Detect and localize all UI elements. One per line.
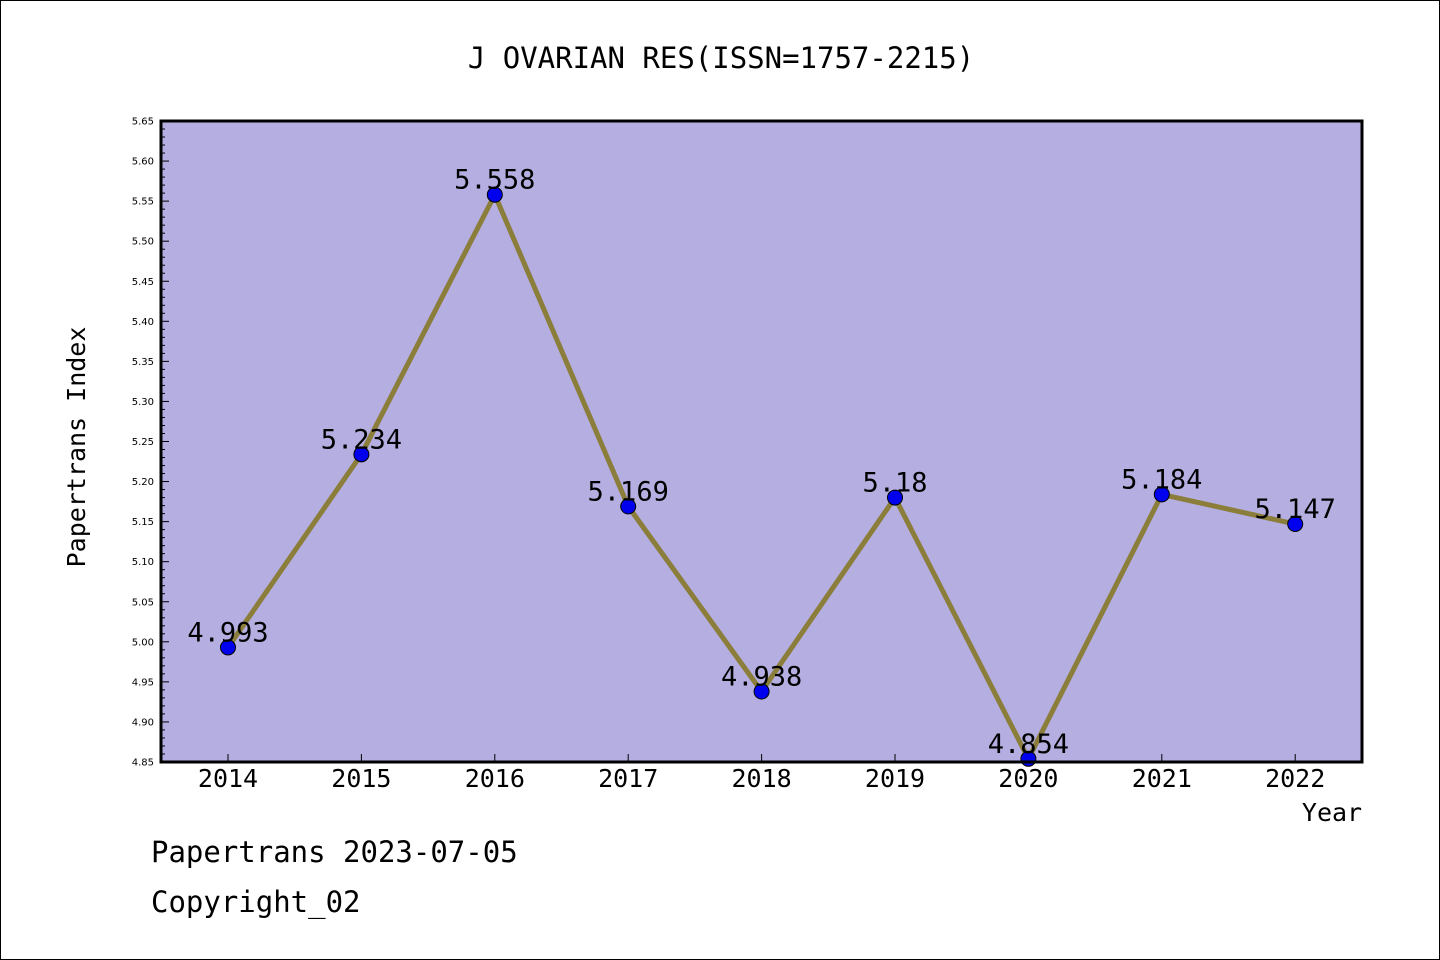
y-tick-label: 5.60: [132, 157, 154, 168]
y-tick-label: 4.95: [132, 677, 154, 688]
footer-copyright-text: Copyright_02: [151, 885, 361, 919]
y-tick-label: 5.50: [132, 237, 154, 248]
data-point: [1153, 486, 1170, 503]
x-tick-label: 2015: [331, 764, 391, 793]
y-tick-label: 5.30: [132, 397, 154, 408]
y-tick-label: 5.55: [132, 197, 154, 208]
data-point: [753, 683, 770, 700]
y-tick-label: 5.35: [132, 357, 154, 368]
plot-frame: [159, 119, 1364, 764]
data-point: [620, 498, 637, 515]
x-axis-label: Year: [1302, 798, 1362, 827]
y-axis-label: Papertrans Index: [62, 327, 91, 568]
data-label: 5.18: [862, 468, 927, 499]
y-tick-label: 5.05: [132, 597, 154, 608]
data-label: 5.184: [1121, 464, 1202, 495]
x-tick-label: 2018: [731, 764, 791, 793]
x-tick-label: 2022: [1265, 764, 1325, 793]
y-tick-label: 4.85: [132, 758, 154, 769]
y-tick-label: 5.65: [132, 117, 154, 128]
y-tick-label: 5.20: [132, 477, 154, 488]
data-label: 5.234: [321, 424, 402, 455]
x-tick-label: 2019: [865, 764, 925, 793]
y-tick-label: 5.10: [132, 557, 154, 568]
data-label: 5.558: [454, 165, 535, 196]
data-point: [1287, 516, 1304, 533]
data-label: 5.169: [588, 476, 669, 507]
data-point: [887, 489, 903, 506]
data-point: [486, 186, 503, 203]
y-tick-label: 5.45: [132, 277, 154, 288]
plot-area: [161, 121, 1362, 762]
footer-date-text: Papertrans 2023-07-05: [151, 835, 518, 869]
y-tick-label: 4.90: [132, 717, 154, 728]
data-label: 4.938: [721, 661, 802, 692]
y-tick-label: 5.25: [132, 437, 154, 448]
y-tick-label: 5.40: [132, 317, 154, 328]
x-tick-label: 2021: [1132, 764, 1192, 793]
x-tick-label: 2017: [598, 764, 658, 793]
data-point: [353, 446, 370, 463]
y-tick-label: 5.00: [132, 637, 154, 648]
x-tick-label: 2016: [465, 764, 525, 793]
chart-title: J OVARIAN RES(ISSN=1757-2215): [468, 41, 974, 75]
x-tick-label: 2020: [998, 764, 1058, 793]
x-tick-label: 2014: [198, 764, 258, 793]
data-point: [220, 639, 236, 656]
data-label: 4.993: [187, 617, 268, 648]
data-label: 5.147: [1255, 494, 1336, 525]
y-tick-label: 5.15: [132, 517, 154, 528]
data-label: 4.854: [988, 729, 1069, 760]
